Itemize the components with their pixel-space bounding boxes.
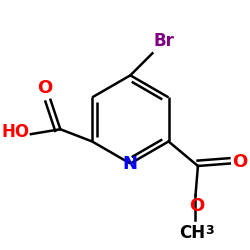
- Text: Br: Br: [154, 32, 174, 50]
- Text: CH: CH: [179, 224, 205, 242]
- Text: O: O: [189, 196, 204, 214]
- Text: N: N: [123, 154, 138, 172]
- Text: O: O: [232, 153, 248, 171]
- Text: HO: HO: [2, 123, 30, 141]
- Text: O: O: [37, 80, 52, 98]
- Text: 3: 3: [205, 224, 214, 237]
